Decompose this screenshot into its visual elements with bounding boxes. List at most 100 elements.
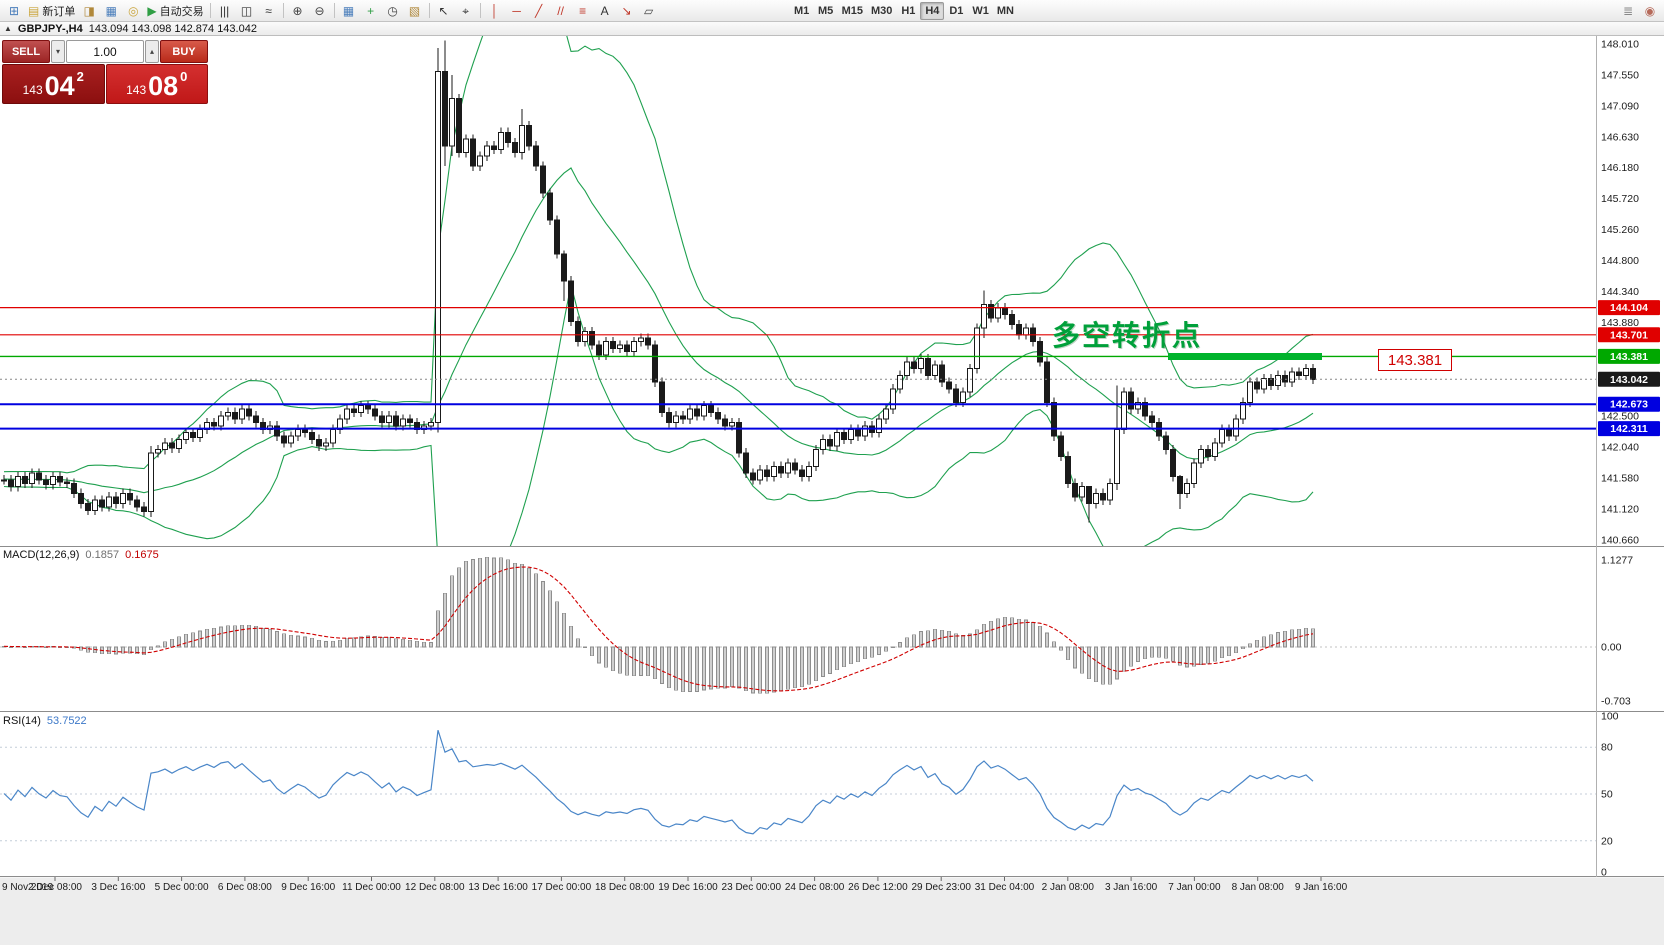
timeframe-h4[interactable]: H4 bbox=[920, 1, 945, 20]
macd-bar bbox=[975, 629, 979, 648]
tile-windows-button[interactable]: ▦ bbox=[338, 2, 360, 20]
sell-button[interactable]: SELL bbox=[2, 40, 50, 63]
templates-button[interactable]: ▧ bbox=[404, 2, 426, 20]
macd-bar bbox=[1073, 646, 1077, 669]
highlighted-trendline-segment[interactable] bbox=[1168, 353, 1322, 360]
text-tool-button[interactable]: A bbox=[594, 2, 616, 20]
candlestick-chart-button[interactable]: ◫ bbox=[236, 2, 258, 20]
candle-body bbox=[1268, 378, 1274, 386]
candle bbox=[911, 357, 917, 374]
shapes-tool-button[interactable]: ▱ bbox=[638, 2, 660, 20]
candle bbox=[288, 431, 294, 448]
zoom-out-button[interactable]: ⊖ bbox=[309, 2, 331, 20]
crosshair-button[interactable]: ⌖ bbox=[455, 2, 477, 20]
candle-body bbox=[372, 408, 378, 417]
periods-button[interactable]: ◷ bbox=[382, 2, 404, 20]
macd-bar bbox=[786, 646, 790, 690]
candle-body bbox=[1093, 492, 1099, 504]
macd-bar bbox=[212, 628, 216, 648]
volume-input[interactable] bbox=[66, 40, 144, 63]
price-chart[interactable]: 148.010 147.550 147.090 146.630 146.180 145.7… bbox=[0, 36, 1664, 945]
macd-bar bbox=[751, 646, 755, 694]
candle-body bbox=[106, 496, 112, 508]
vertical-line-button[interactable]: │ bbox=[484, 2, 506, 20]
timeframe-m30[interactable]: M30 bbox=[867, 2, 896, 20]
volume-decrease-button[interactable]: ▾ bbox=[51, 40, 65, 63]
data-window-icon: ▦ bbox=[105, 3, 118, 18]
channel-button[interactable]: // bbox=[550, 2, 572, 20]
chart-background bbox=[0, 36, 1664, 877]
macd-bar bbox=[79, 646, 83, 651]
macd-bar bbox=[1248, 643, 1252, 648]
horizontal-line-button[interactable]: ─ bbox=[506, 2, 528, 20]
candlestick-chart-icon: ◫ bbox=[240, 3, 253, 18]
candle bbox=[141, 502, 147, 517]
sell-price-main: 04 bbox=[44, 71, 75, 101]
timeframe-d1[interactable]: D1 bbox=[944, 2, 968, 20]
candle bbox=[169, 438, 175, 453]
bar-chart-button[interactable]: ||| bbox=[214, 2, 236, 20]
macd-bar bbox=[877, 646, 881, 655]
timeframe-m15[interactable]: M15 bbox=[838, 2, 867, 20]
timeframe-w1[interactable]: W1 bbox=[968, 2, 993, 20]
buy-price-display[interactable]: 143 08 0 bbox=[105, 64, 208, 104]
turning-point-annotation[interactable]: 多空转折点 bbox=[1052, 320, 1203, 351]
macd-bar bbox=[261, 627, 265, 648]
navigator-button[interactable]: ◎ bbox=[122, 2, 144, 20]
candle-body bbox=[736, 422, 742, 454]
cursor-icon: ↖ bbox=[438, 3, 449, 18]
candle bbox=[274, 421, 280, 441]
price-level-callout[interactable]: 143.381 bbox=[1378, 349, 1452, 371]
timeframe-mn[interactable]: MN bbox=[993, 2, 1018, 20]
candle-body bbox=[407, 418, 413, 424]
macd-bar bbox=[1206, 646, 1210, 664]
trendline-button[interactable]: ╱ bbox=[528, 2, 550, 20]
candle bbox=[1086, 486, 1092, 523]
candle bbox=[834, 428, 840, 451]
sell-price-display[interactable]: 143 04 2 bbox=[2, 64, 105, 104]
one-click-mode-button[interactable]: ◉ bbox=[1639, 2, 1661, 20]
cursor-button[interactable]: ↖ bbox=[433, 2, 455, 20]
trade-panel-top-row: SELL ▾ ▴ BUY bbox=[2, 40, 208, 63]
macd-bar bbox=[240, 624, 244, 648]
price-axis-label: 144.800 bbox=[1601, 255, 1639, 267]
macd-bar bbox=[905, 637, 909, 648]
macd-bar bbox=[989, 621, 993, 648]
toolbar-separator bbox=[282, 3, 284, 18]
timeframe-m5[interactable]: M5 bbox=[814, 2, 838, 20]
macd-bar bbox=[1234, 646, 1238, 653]
candle bbox=[1254, 377, 1260, 394]
candle-body bbox=[442, 71, 448, 147]
macd-bar bbox=[1003, 617, 1007, 648]
auto-trading-button[interactable]: ▶ 自动交易 bbox=[144, 2, 206, 20]
candle-body bbox=[960, 391, 966, 403]
trendline-icon: ╱ bbox=[534, 3, 543, 18]
price-axis[interactable]: 148.010 147.550 147.090 146.630 146.180 145.7… bbox=[1598, 39, 1660, 547]
candle bbox=[78, 488, 84, 509]
time-axis-label: 6 Dec 08:00 bbox=[218, 882, 272, 893]
macd-bar bbox=[520, 564, 524, 648]
candle bbox=[1128, 387, 1134, 414]
time-axis-background[interactable] bbox=[0, 877, 1664, 945]
fibonacci-button[interactable]: ≡ bbox=[572, 2, 594, 20]
candle bbox=[540, 161, 546, 198]
chart-profile-button[interactable]: ◨ bbox=[78, 2, 100, 20]
indicators-button[interactable]: + bbox=[360, 2, 382, 20]
macd-bar bbox=[695, 646, 699, 692]
new-order-button[interactable]: ▤ 新订单 bbox=[25, 2, 78, 20]
line-chart-button[interactable]: ≈ bbox=[258, 2, 280, 20]
buy-button[interactable]: BUY bbox=[160, 40, 208, 63]
timeframe-h1[interactable]: H1 bbox=[896, 2, 920, 20]
candle-body bbox=[120, 492, 126, 504]
new-chart-button[interactable]: ⊞ bbox=[3, 2, 25, 20]
zoom-in-button[interactable]: ⊕ bbox=[287, 2, 309, 20]
data-window-button[interactable]: ▦ bbox=[100, 2, 122, 20]
macd-bar bbox=[618, 646, 622, 674]
arrows-tool-button[interactable]: ↘ bbox=[616, 2, 638, 20]
candle-body bbox=[491, 145, 497, 150]
timeframe-m1[interactable]: M1 bbox=[790, 2, 814, 20]
volume-increase-button[interactable]: ▴ bbox=[145, 40, 159, 63]
candle bbox=[218, 411, 224, 431]
candle-body bbox=[1177, 476, 1183, 495]
depth-of-market-button[interactable]: ≣ bbox=[1617, 2, 1639, 20]
